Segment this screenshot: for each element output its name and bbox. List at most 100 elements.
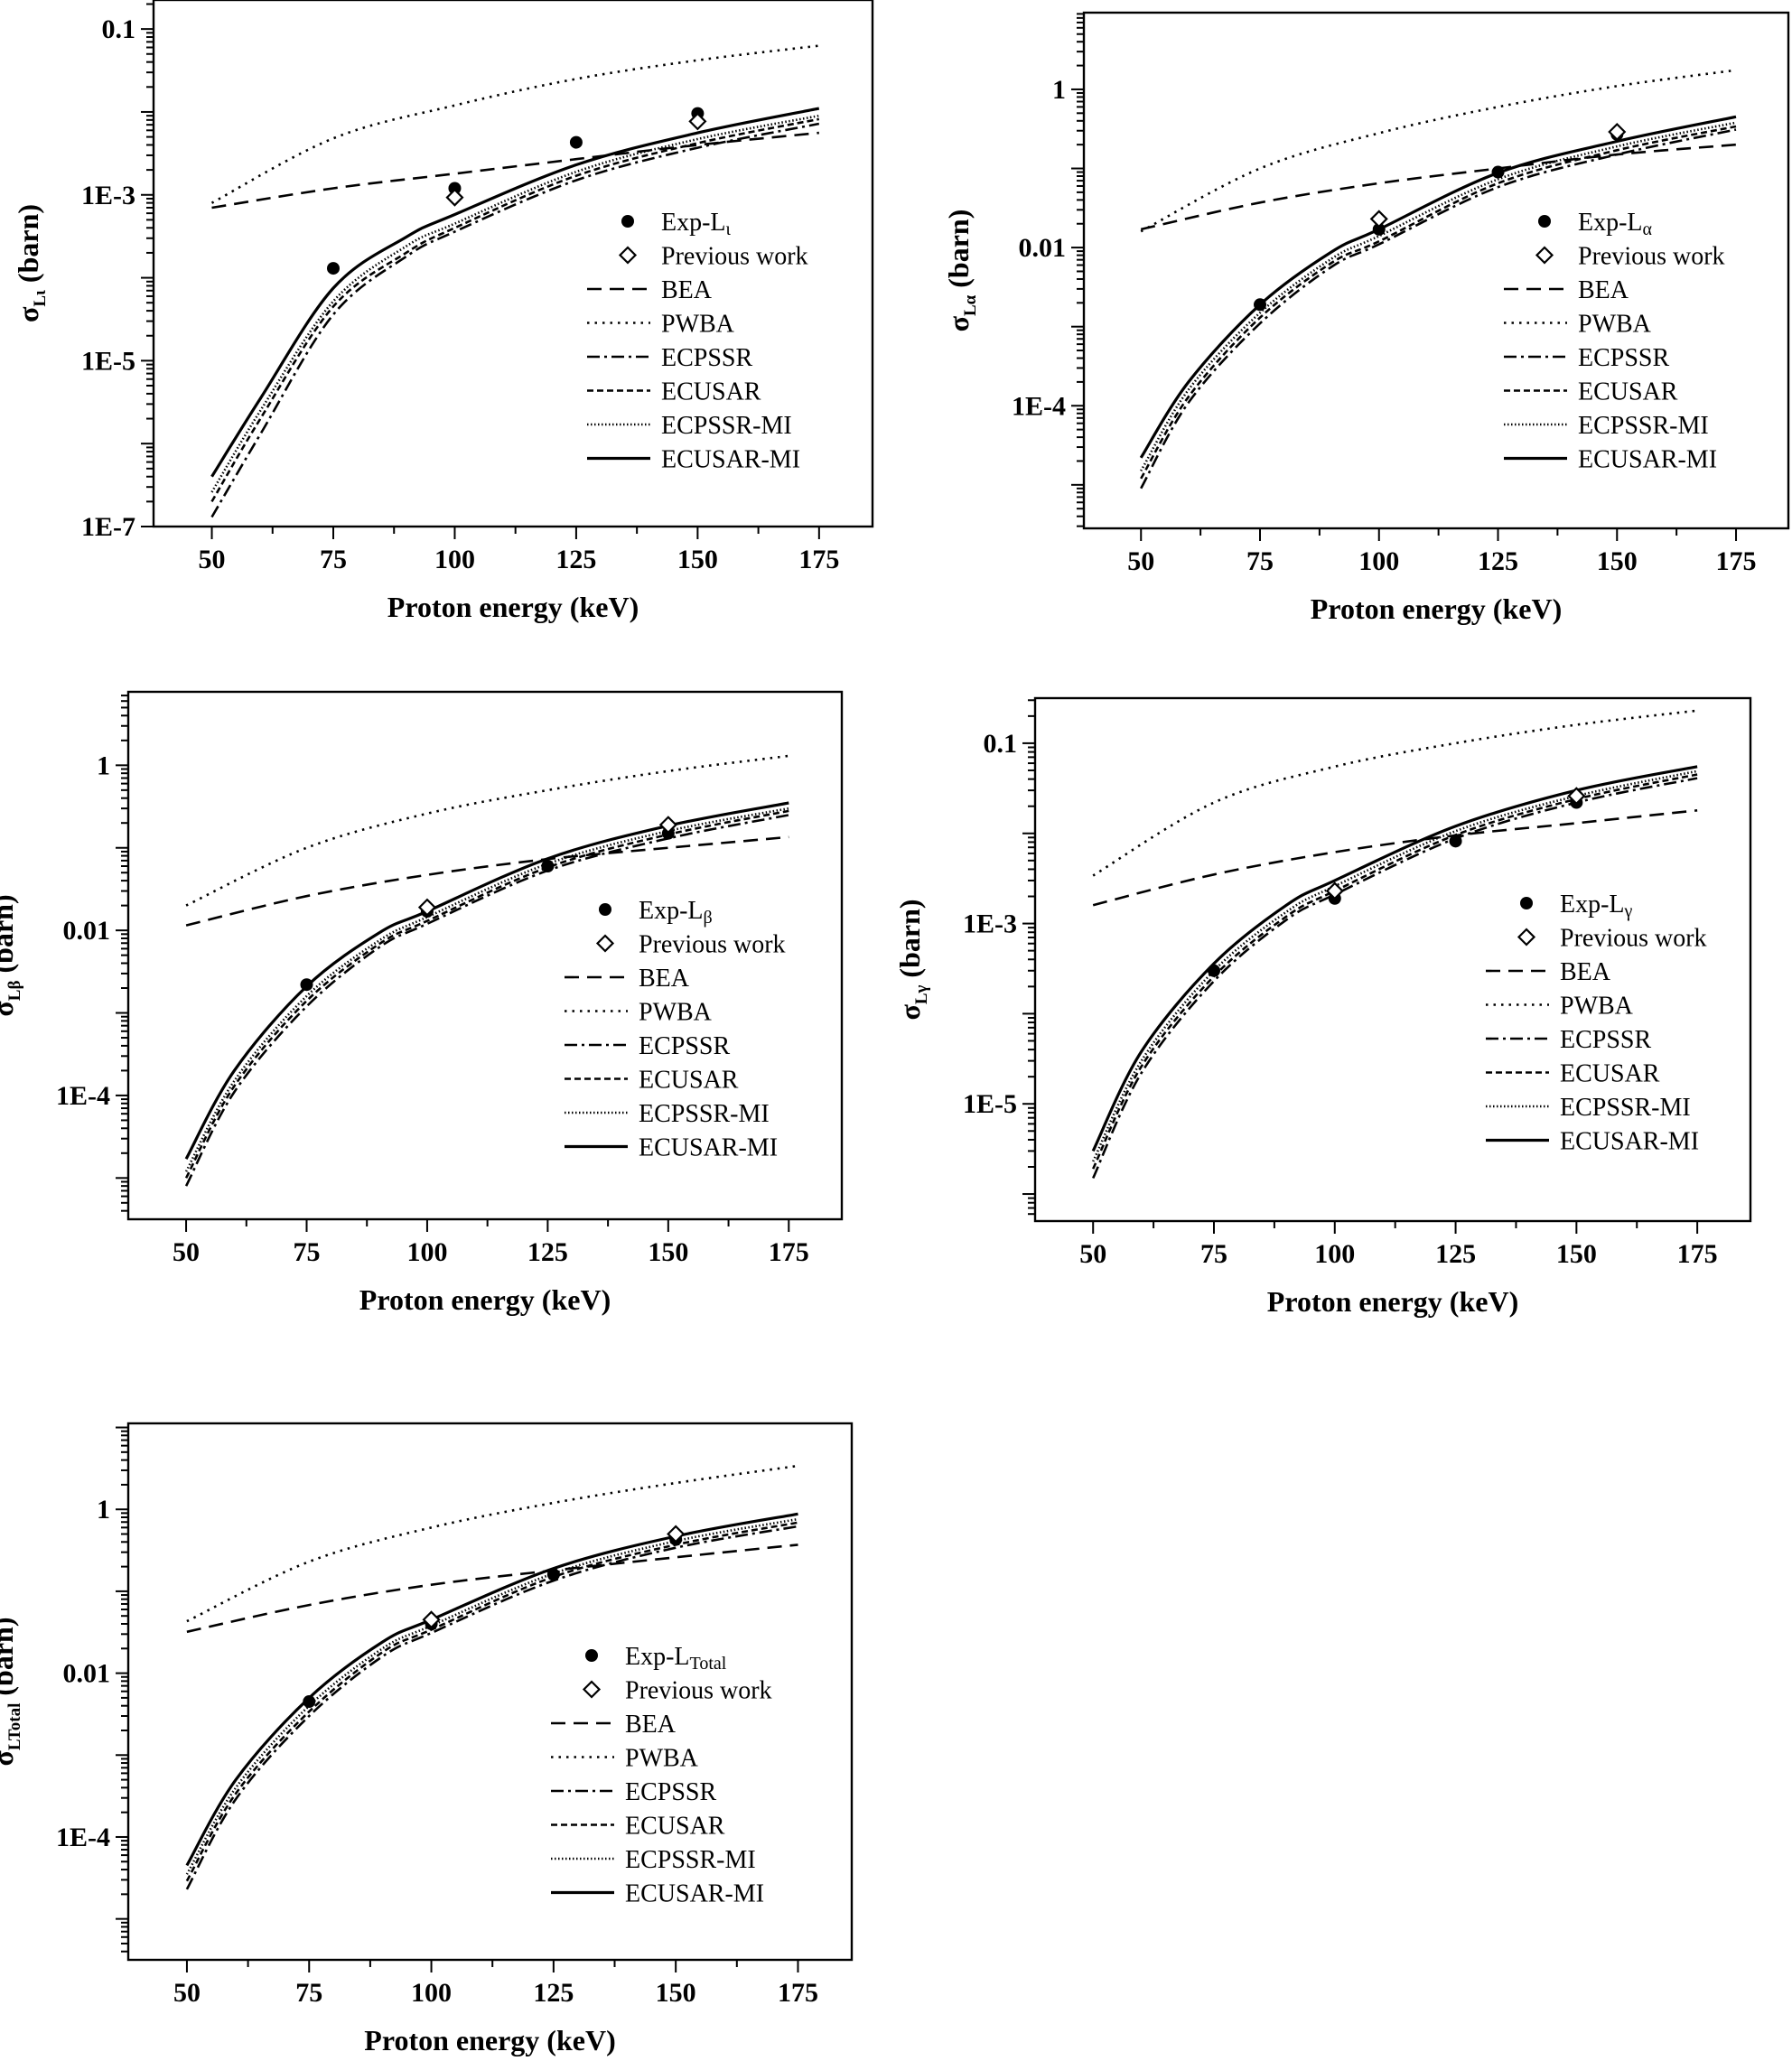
y-axis-title: σLTotal (barn) [0, 1618, 24, 1767]
series-line-pwba [1092, 709, 1698, 877]
series-line-ecusar-mi [210, 107, 820, 478]
series-group [210, 44, 820, 518]
chart-panel-1: 50 75 100 125 150 175 1E-7 1E-5 1E-3 0.1 Proton en… [12, 0, 874, 623]
x-tick-label: 175 [798, 545, 839, 574]
series-line-pwba [210, 44, 819, 204]
legend-label: ECPSSR-MI [1578, 412, 1709, 440]
x-tick-label: 50 [1127, 546, 1154, 576]
series-line-bea [211, 131, 819, 210]
series-group [1091, 709, 1698, 1180]
legend: Exp-Lγ Previous work BEA PWBA ECPSSR ECUSAR EC… [1486, 891, 1707, 1156]
previous-work-point [1608, 122, 1627, 142]
legend: Exp-LTotal Previous work BEA PWBA ECPSSR ECUS… [551, 1643, 772, 1908]
legend-marker-exp [621, 215, 634, 228]
legend-label: ECUSAR [639, 1067, 739, 1095]
legend-label: PWBA [661, 311, 735, 339]
y-axis-title: σLβ (barn) [0, 894, 24, 1016]
exp-point [303, 1695, 316, 1709]
legend-label: Exp-Lα [1578, 209, 1653, 239]
legend-label: ECPSSR-MI [639, 1100, 770, 1128]
y-axis-title: σLι (barn) [12, 204, 50, 322]
exp-point [1491, 165, 1505, 179]
x-tick-label: 125 [1478, 546, 1518, 576]
legend-marker-previous-work [595, 934, 615, 953]
series-group [185, 1464, 798, 1890]
legend-label: BEA [1578, 276, 1629, 304]
legend-marker-exp [585, 1649, 598, 1662]
legend-label: ECUSAR [1578, 378, 1678, 406]
exp-point [1372, 222, 1386, 236]
legend-label: ECUSAR-MI [1560, 1128, 1699, 1156]
x-tick-label: 125 [555, 545, 596, 574]
x-tick-label: 75 [1246, 546, 1274, 576]
legend-label: ECPSSR [661, 344, 752, 372]
chart-panel-4: 50 75 100 125 150 175 1E-5 1E-3 0.1 Proton energy… [893, 696, 1752, 1318]
legend-marker-previous-work [1535, 246, 1554, 265]
x-tick-label: 50 [199, 545, 226, 574]
x-tick-label: 175 [1677, 1239, 1718, 1269]
previous-work-point [417, 898, 437, 917]
legend: Exp-Lβ Previous work BEA PWBA ECPSSR ECUSAR EC… [565, 897, 786, 1162]
x-axis-title: Proton energy (keV) [387, 591, 639, 623]
exp-point [569, 135, 583, 149]
chart-panel-2: 50 75 100 125 150 175 1E-4 0.01 1 Proton energy (… [942, 11, 1790, 625]
legend-label: ECUSAR-MI [1578, 446, 1717, 474]
exp-point [327, 262, 340, 275]
previous-work-point [688, 112, 707, 131]
y-tick-label: 1E-4 [56, 1823, 110, 1852]
legend-label: Exp-LTotal [625, 1643, 727, 1674]
legend-label: ECPSSR [639, 1032, 730, 1060]
x-axis-title: Proton energy (keV) [364, 2024, 615, 2056]
legend-label: ECUSAR-MI [625, 1880, 764, 1908]
series-line-ecusar [1140, 125, 1737, 480]
exp-point [448, 182, 462, 195]
y-tick-label: 1 [97, 751, 110, 780]
y-tick-label: 0.01 [63, 916, 111, 946]
legend-label: ECPSSR [1578, 344, 1669, 372]
series-line-bea [1092, 809, 1698, 907]
series-line-ecusar-mi [1091, 765, 1698, 1152]
series-line-bea [186, 1543, 798, 1634]
x-tick-label: 100 [406, 1237, 447, 1267]
y-tick-label: 1E-7 [81, 512, 135, 542]
legend-label: ECPSSR-MI [661, 412, 792, 440]
legend-label: ECPSSR [1560, 1026, 1651, 1054]
series-line-ecusar [184, 809, 789, 1179]
y-axis-title: σLα (barn) [942, 210, 980, 332]
x-tick-label: 50 [1079, 1239, 1106, 1269]
y-axis-title: σLγ (barn) [893, 899, 931, 1020]
legend: Exp-Lα Previous work BEA PWBA ECPSSR ECUSAR EC… [1504, 209, 1725, 474]
x-tick-label: 175 [769, 1237, 809, 1267]
legend-marker-exp [1538, 215, 1551, 228]
legend-label: BEA [639, 965, 690, 993]
previous-work-point [1567, 787, 1586, 806]
y-tick-label: 0.1 [984, 729, 1018, 759]
y-tick-label: 1 [97, 1495, 110, 1525]
plot-frame [152, 0, 874, 528]
exp-point [1449, 835, 1462, 848]
legend-label: Previous work [661, 243, 808, 271]
y-tick-label: 1E-4 [1012, 391, 1066, 421]
series-line-ecusar [1092, 773, 1698, 1170]
legend-label: PWBA [639, 999, 713, 1027]
previous-work-point [1325, 881, 1344, 900]
series-line-ecpssr-mi [1092, 769, 1698, 1162]
x-tick-label: 150 [648, 1237, 688, 1267]
chart-panel-3: 50 75 100 125 150 175 1E-4 0.01 1 Proton energy (… [0, 690, 844, 1316]
y-tick-label: 1E-5 [963, 1089, 1017, 1119]
series-line-ecpssr-mi [1140, 121, 1737, 472]
series-line-ecusar [210, 117, 820, 503]
legend-marker-previous-work [1517, 928, 1536, 947]
legend-label: ECUSAR [661, 378, 761, 406]
legend-label: ECUSAR [1560, 1060, 1660, 1088]
x-tick-label: 125 [533, 1978, 574, 2008]
legend-label: ECUSAR-MI [661, 446, 800, 474]
series-line-ecpssr [185, 1525, 798, 1890]
legend-marker-exp [1520, 897, 1533, 909]
legend-marker-previous-work [582, 1680, 602, 1699]
series-line-pwba [185, 754, 789, 907]
x-tick-label: 50 [173, 1237, 200, 1267]
series-line-ecpssr [1092, 777, 1698, 1180]
legend-label: BEA [625, 1711, 677, 1739]
x-axis-title: Proton energy (keV) [1311, 592, 1562, 625]
